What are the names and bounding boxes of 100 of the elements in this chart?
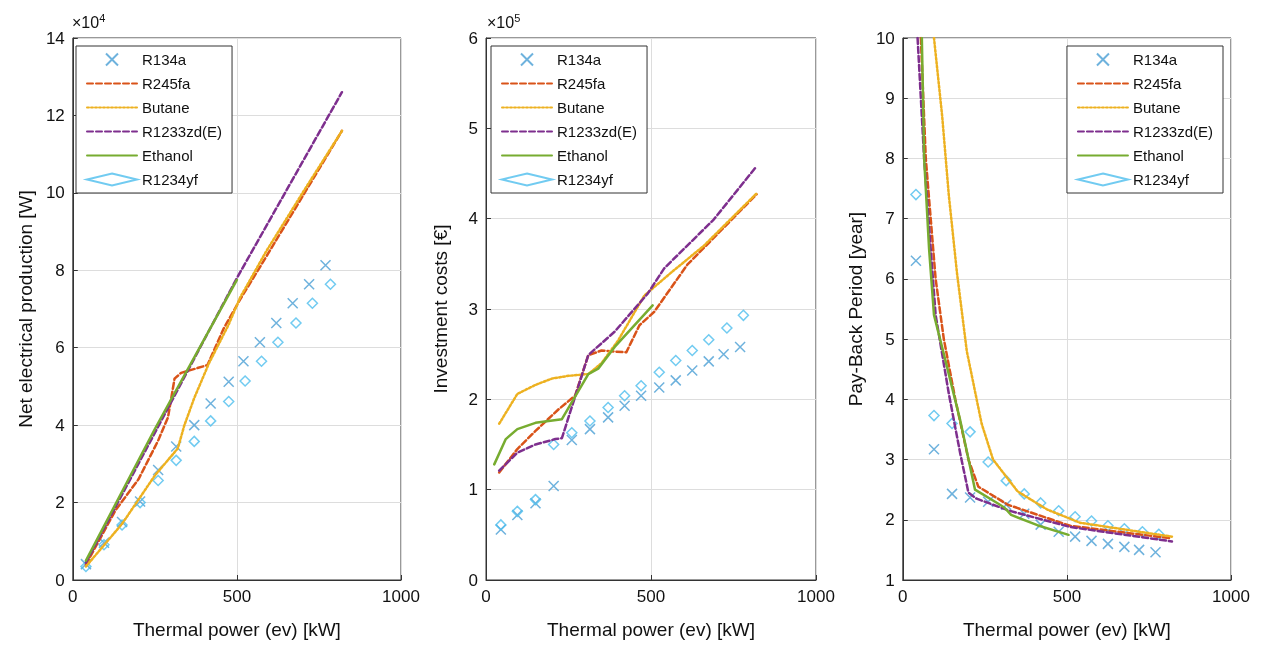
legend-label: R1234yf — [142, 171, 199, 188]
point — [584, 415, 596, 427]
x-tick-label: 1000 — [382, 587, 420, 606]
point — [222, 376, 235, 388]
point — [204, 415, 217, 427]
point — [255, 355, 268, 368]
legend-label: Butane — [557, 99, 605, 116]
point — [188, 419, 200, 431]
point — [495, 519, 507, 531]
legend-label: Ethanol — [142, 147, 193, 164]
legend-label: R1233zd(E) — [1132, 123, 1214, 140]
point — [547, 438, 560, 451]
point — [529, 497, 542, 509]
point — [964, 491, 976, 504]
point — [1085, 515, 1098, 527]
point — [982, 495, 994, 508]
point — [602, 401, 614, 414]
y-tick-label: 4 — [55, 415, 65, 435]
point — [686, 344, 698, 357]
line-series — [493, 304, 654, 466]
point — [222, 395, 235, 408]
point — [1052, 526, 1065, 538]
point — [152, 474, 164, 487]
point — [717, 348, 730, 360]
legend-label: R1234yf — [1132, 171, 1190, 188]
point — [170, 454, 182, 467]
point — [1133, 544, 1145, 556]
point — [653, 366, 665, 378]
y-tick-label: 14 — [45, 28, 65, 48]
point — [1000, 474, 1012, 487]
y-tick-label: 4 — [885, 389, 895, 409]
point — [254, 336, 266, 349]
point — [670, 374, 682, 387]
legend-label: R1233zd(E) — [142, 123, 223, 140]
point — [286, 297, 299, 309]
x-tick-label: 1000 — [1212, 587, 1250, 606]
point — [602, 411, 614, 424]
point — [1118, 541, 1131, 553]
legend-label: Ethanol — [557, 147, 608, 164]
y-tick-label: 2 — [885, 510, 895, 530]
legend-label: R134a — [1132, 51, 1178, 68]
point — [239, 375, 251, 387]
point — [511, 509, 524, 521]
point — [618, 389, 631, 402]
point — [635, 380, 647, 392]
point — [1102, 538, 1114, 550]
legend-label: Butane — [142, 99, 190, 116]
point — [529, 493, 542, 506]
point — [635, 389, 647, 402]
point — [618, 399, 631, 412]
point — [928, 443, 940, 456]
point — [303, 278, 315, 290]
y-tick-label: 0 — [55, 570, 65, 590]
point — [653, 381, 665, 394]
x-tick-label: 0 — [68, 587, 78, 606]
legend-label: R1234yf — [557, 171, 614, 188]
y-tick-label: 7 — [885, 209, 895, 229]
point — [1118, 523, 1131, 535]
point — [1069, 511, 1081, 523]
x-tick-label: 0 — [898, 587, 908, 606]
y-tick-label: 0 — [468, 570, 478, 590]
legend-label: Ethanol — [1132, 147, 1184, 164]
point — [306, 297, 319, 309]
point — [324, 278, 337, 290]
point — [910, 255, 922, 267]
point — [547, 480, 560, 492]
point — [1018, 508, 1030, 520]
point — [703, 355, 715, 368]
point — [170, 440, 182, 453]
point — [1034, 518, 1047, 531]
legend-label: R245fa — [1132, 75, 1182, 92]
point — [1136, 526, 1149, 538]
point — [1000, 498, 1012, 511]
point — [566, 427, 578, 439]
y-tick-label: 8 — [55, 260, 65, 280]
line-series — [497, 192, 758, 425]
y-tick-label: 9 — [885, 88, 895, 108]
x-tick-label: 500 — [636, 587, 666, 606]
y-tick-label: 8 — [885, 148, 895, 168]
point — [566, 434, 578, 446]
point — [1102, 520, 1114, 532]
legend-label: R245fa — [142, 75, 192, 92]
point — [204, 397, 217, 410]
point — [1149, 546, 1162, 559]
point — [272, 336, 284, 349]
x-tick-label: 1000 — [797, 587, 835, 606]
y-tick-label: 1 — [468, 480, 478, 500]
y-axis-title: Pay-Back Period [year] — [845, 211, 866, 407]
y-axis-title: Investment costs [€] — [430, 224, 451, 394]
x-tick-label: 0 — [481, 587, 491, 606]
legend-label: Butane — [1132, 99, 1181, 116]
x-axis-title: Thermal power (ev) [kW] — [962, 619, 1171, 640]
x-axis-title: Thermal power (ev) [kW] — [547, 619, 755, 640]
point — [734, 341, 746, 353]
point — [946, 488, 958, 500]
y-tick-label: 2 — [468, 389, 478, 409]
point — [686, 364, 698, 377]
point — [319, 259, 332, 271]
legend-label: R134a — [142, 51, 187, 68]
point — [721, 322, 733, 334]
